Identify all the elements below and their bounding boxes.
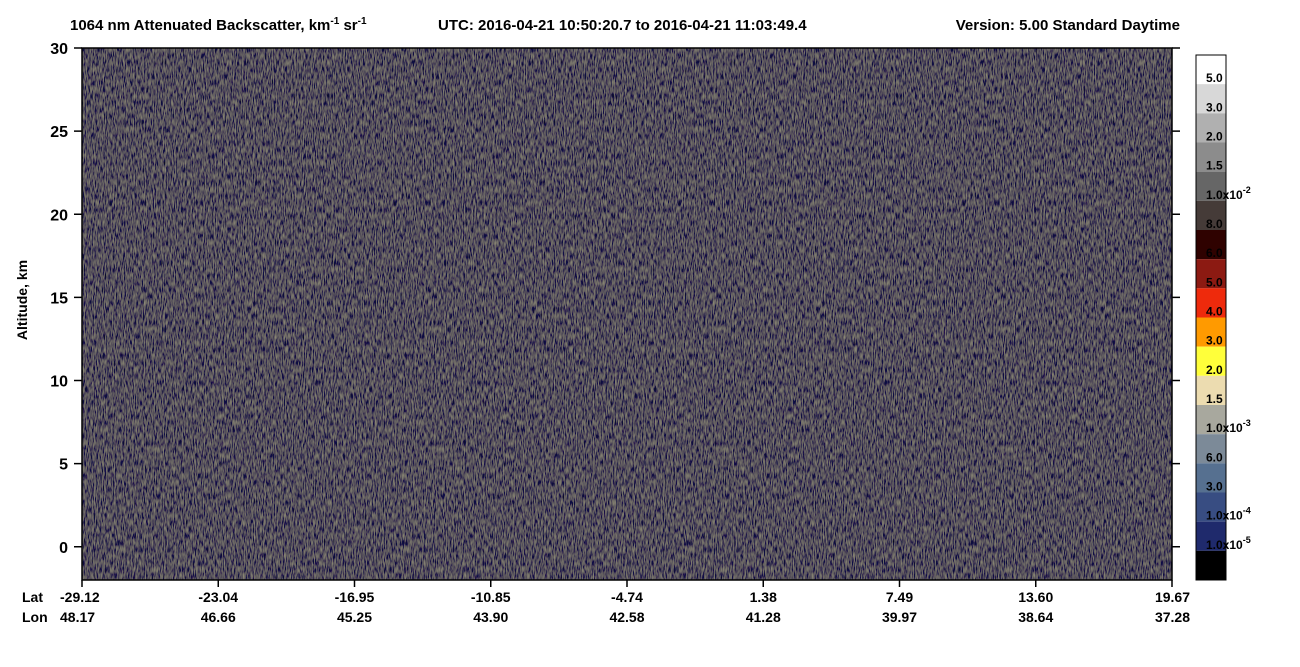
- x-tick-lon: 46.66: [201, 609, 236, 625]
- colorbar-frame: [1195, 54, 1227, 581]
- colorbar-label-text: 1.0x10: [1206, 509, 1243, 523]
- colorbar-label-exp: -2: [1243, 185, 1251, 195]
- colorbar-label: 3.0: [1206, 100, 1223, 114]
- colorbar-label-exp: -3: [1243, 418, 1251, 428]
- x-tick-lon: 39.97: [882, 609, 917, 625]
- x-tick-lon: 43.90: [473, 609, 508, 625]
- colorbar-swatch: [1196, 492, 1226, 522]
- x-tick-lon: 38.64: [1018, 609, 1053, 625]
- colorbar-label: 8.0: [1206, 217, 1223, 231]
- title-group: 1064 nm Attenuated Backscatter, km-1 sr-…: [70, 16, 367, 34]
- y-tick-label: 10: [50, 374, 68, 391]
- x-tick-lat: -16.95: [335, 589, 375, 605]
- colorbar-swatch: [1196, 171, 1226, 201]
- colorbar-label: 3.0: [1206, 480, 1223, 494]
- colorbar-label-text: 2.0: [1206, 130, 1223, 144]
- colorbar-label: 6.0: [1206, 450, 1223, 464]
- colorbar-swatch: [1196, 521, 1226, 551]
- y-tick-label: 20: [50, 207, 68, 224]
- colorbar-label-text: 1.0x10: [1206, 421, 1243, 435]
- colorbar-label: 1.0x10-3: [1206, 418, 1251, 435]
- colorbar-swatch: [1196, 434, 1226, 464]
- colorbar-swatch: [1196, 113, 1226, 143]
- colorbar-label: 1.5: [1206, 159, 1223, 173]
- x-tick-lon: 45.25: [337, 609, 372, 625]
- colorbar-label: 5.0: [1206, 71, 1223, 85]
- x-tick-lat: -29.12: [60, 589, 100, 605]
- utc: UTC: 2016-04-21 10:50:20.7 to 2016-04-21…: [438, 17, 807, 34]
- title-superscript: -1: [358, 16, 367, 27]
- x-tick-lat: 7.49: [886, 589, 913, 605]
- colorbar-label-exp: -5: [1243, 535, 1251, 545]
- colorbar-label-text: 2.0: [1206, 363, 1223, 377]
- y-tick-label: 25: [50, 124, 68, 141]
- x-tick-lon: 41.28: [746, 609, 781, 625]
- chart-title: 1064 nm Attenuated Backscatter, km-1 sr-…: [70, 16, 367, 34]
- colorbar-label-text: 5.0: [1206, 71, 1223, 85]
- x-row-label: Lon: [22, 609, 48, 625]
- colorbar-label: 1.5: [1206, 392, 1223, 406]
- colorbar-label: 2.0: [1206, 130, 1223, 144]
- colorbar-label-text: 6.0: [1206, 246, 1223, 260]
- colorbar-label: 3.0: [1206, 334, 1223, 348]
- colorbar-swatch: [1196, 142, 1226, 172]
- colorbar-label-text: 1.5: [1206, 392, 1223, 406]
- colorbar-swatch: [1196, 463, 1226, 493]
- colorbar-label-text: 6.0: [1206, 450, 1223, 464]
- y-axis-label: Altitude, km: [14, 260, 30, 340]
- title-superscript: -1: [330, 16, 339, 27]
- colorbar-label-text: 3.0: [1206, 100, 1223, 114]
- title-text: 1064 nm Attenuated Backscatter, km: [70, 17, 330, 34]
- x-tick-lon: 42.58: [609, 609, 644, 625]
- colorbar-swatch: [1196, 200, 1226, 230]
- colorbar-swatch: [1196, 346, 1226, 376]
- colorbar-label-exp: -4: [1243, 506, 1251, 516]
- colorbar-label-text: 8.0: [1206, 217, 1223, 231]
- colorbar-label-text: 1.0x10: [1206, 188, 1243, 202]
- colorbar-label: 1.0x10-2: [1206, 185, 1251, 202]
- colorbar-swatch: [1196, 259, 1226, 289]
- y-tick-label: 0: [59, 540, 68, 557]
- colorbar-swatch: [1196, 288, 1226, 318]
- x-tick-lat: 13.60: [1018, 589, 1053, 605]
- colorbar-label-text: 3.0: [1206, 334, 1223, 348]
- colorbar-swatch: [1196, 550, 1226, 580]
- colorbar-label: 5.0: [1206, 275, 1223, 289]
- x-tick-lat: -4.74: [611, 589, 643, 605]
- colorbar-swatch: [1196, 405, 1226, 435]
- colorbar-label: 4.0: [1206, 305, 1223, 319]
- y-tick-label: 15: [50, 290, 68, 307]
- colorbar-label-text: 5.0: [1206, 275, 1223, 289]
- colorbar-swatch: [1196, 84, 1226, 114]
- x-tick-lat: -10.85: [471, 589, 511, 605]
- y-tick-label: 5: [59, 457, 68, 474]
- colorbar-swatch: [1196, 55, 1226, 85]
- title-text: sr: [339, 17, 358, 34]
- x-row-label: Lat: [22, 589, 43, 605]
- colorbar-label: 1.0x10-4: [1206, 506, 1251, 523]
- y-tick-label: 30: [50, 41, 68, 58]
- x-tick-lat: 19.67: [1155, 589, 1190, 605]
- colorbar-label: 2.0: [1206, 363, 1223, 377]
- version: Version: 5.00 Standard Daytime: [956, 17, 1180, 34]
- colorbar-swatch: [1196, 375, 1226, 405]
- x-tick-lon: 37.28: [1155, 609, 1190, 625]
- colorbar-label: 6.0: [1206, 246, 1223, 260]
- colorbar-swatch: [1196, 230, 1226, 260]
- backscatter-texture: [82, 48, 1172, 580]
- x-tick-lat: -23.04: [198, 589, 238, 605]
- colorbar-label-text: 4.0: [1206, 305, 1223, 319]
- colorbar-swatch: [1196, 317, 1226, 347]
- colorbar-label-text: 1.5: [1206, 159, 1223, 173]
- x-tick-lat: 1.38: [750, 589, 777, 605]
- colorbar-label-text: 1.0x10: [1206, 538, 1243, 552]
- x-tick-lon: 48.17: [60, 609, 95, 625]
- colorbar-label-text: 3.0: [1206, 480, 1223, 494]
- colorbar-label: 1.0x10-5: [1206, 535, 1251, 552]
